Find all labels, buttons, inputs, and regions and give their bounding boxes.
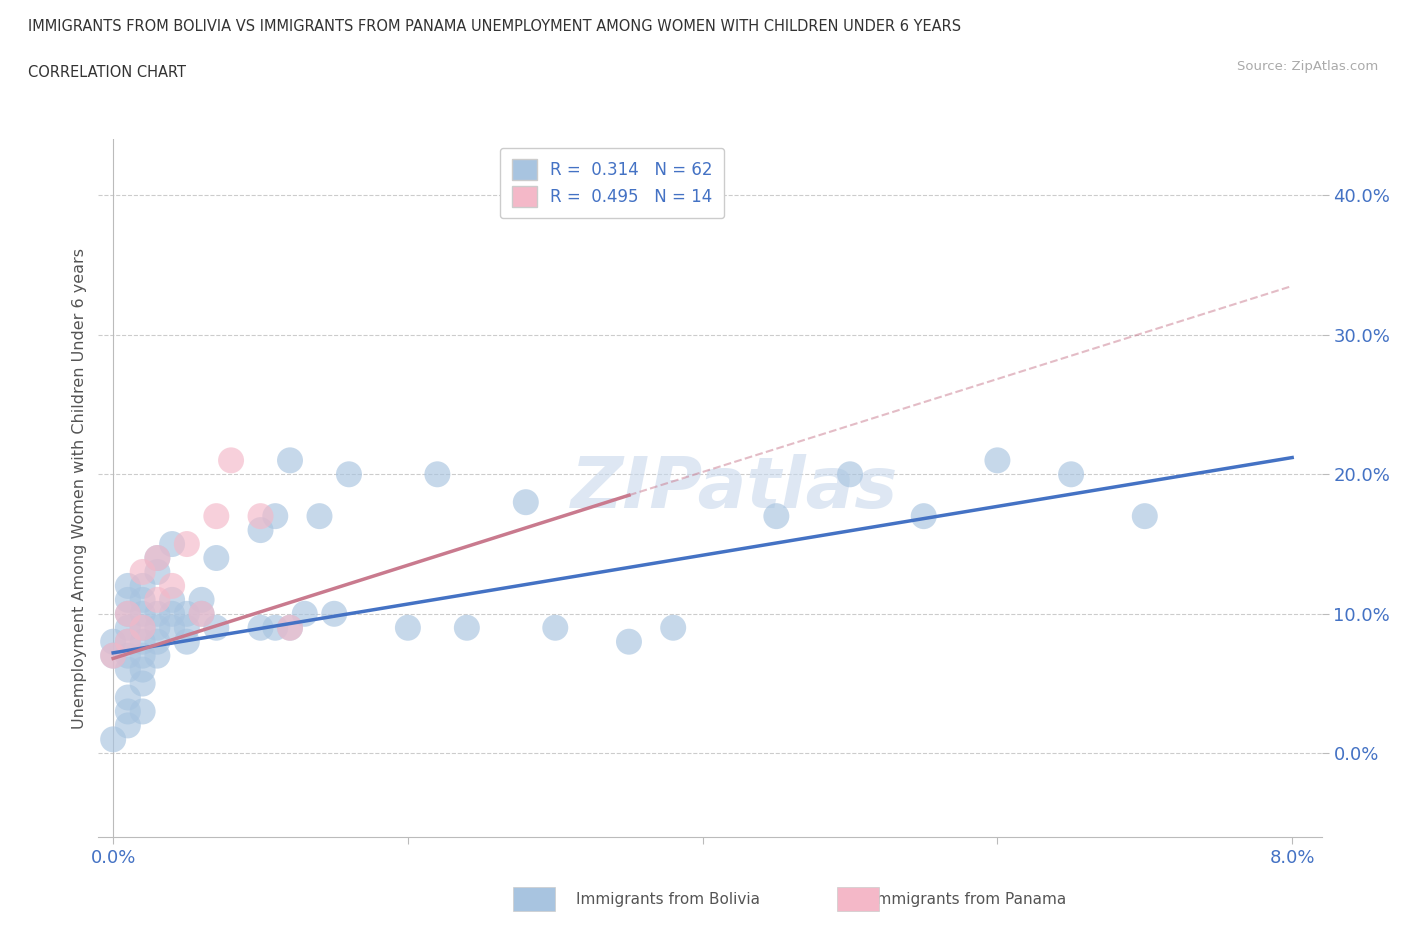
Point: [190, 592, 212, 607]
Point: [117, 704, 139, 719]
Point: [146, 565, 169, 579]
Point: [839, 467, 862, 482]
Point: [160, 537, 183, 551]
Point: [176, 606, 198, 621]
Point: [146, 620, 169, 635]
Point: [176, 620, 198, 635]
Point: [249, 620, 271, 635]
Y-axis label: Unemployment Among Women with Children Under 6 years: Unemployment Among Women with Children U…: [72, 247, 87, 729]
Point: [117, 606, 139, 621]
Point: [1060, 467, 1083, 482]
Point: [131, 620, 153, 635]
Point: [765, 509, 787, 524]
Point: [131, 565, 153, 579]
Point: [249, 509, 271, 524]
Point: [131, 606, 153, 621]
Point: [101, 634, 124, 649]
Point: [117, 718, 139, 733]
Point: [456, 620, 478, 635]
Text: IMMIGRANTS FROM BOLIVIA VS IMMIGRANTS FROM PANAMA UNEMPLOYMENT AMONG WOMEN WITH : IMMIGRANTS FROM BOLIVIA VS IMMIGRANTS FR…: [28, 19, 962, 33]
Point: [146, 648, 169, 663]
Point: [278, 620, 301, 635]
Point: [515, 495, 537, 510]
Legend: R =  0.314   N = 62, R =  0.495   N = 14: R = 0.314 N = 62, R = 0.495 N = 14: [501, 148, 724, 219]
Point: [131, 620, 153, 635]
Point: [912, 509, 935, 524]
Point: [323, 606, 346, 621]
Point: [131, 578, 153, 593]
Point: [205, 551, 228, 565]
Text: Source: ZipAtlas.com: Source: ZipAtlas.com: [1237, 60, 1378, 73]
Point: [117, 578, 139, 593]
Point: [117, 606, 139, 621]
Text: ZIPatlas: ZIPatlas: [571, 454, 898, 523]
Point: [117, 634, 139, 649]
Point: [294, 606, 316, 621]
Point: [264, 620, 287, 635]
Point: [544, 620, 567, 635]
Point: [117, 634, 139, 649]
Point: [146, 592, 169, 607]
Point: [1133, 509, 1156, 524]
Point: [190, 606, 212, 621]
Point: [160, 606, 183, 621]
Point: [131, 704, 153, 719]
Point: [117, 690, 139, 705]
Text: CORRELATION CHART: CORRELATION CHART: [28, 65, 186, 80]
Point: [160, 592, 183, 607]
Point: [160, 578, 183, 593]
Point: [205, 509, 228, 524]
Point: [176, 537, 198, 551]
Point: [101, 648, 124, 663]
Point: [131, 634, 153, 649]
Point: [278, 620, 301, 635]
Point: [617, 634, 640, 649]
Point: [249, 523, 271, 538]
Point: [131, 592, 153, 607]
Point: [117, 592, 139, 607]
Point: [131, 662, 153, 677]
Point: [205, 620, 228, 635]
Point: [662, 620, 685, 635]
Point: [101, 732, 124, 747]
Point: [131, 648, 153, 663]
Point: [264, 509, 287, 524]
Point: [278, 453, 301, 468]
Point: [131, 676, 153, 691]
Point: [117, 662, 139, 677]
Point: [146, 634, 169, 649]
Point: [190, 606, 212, 621]
Point: [986, 453, 1008, 468]
Point: [146, 551, 169, 565]
Point: [337, 467, 360, 482]
Point: [117, 620, 139, 635]
Point: [396, 620, 419, 635]
Point: [146, 606, 169, 621]
Point: [146, 551, 169, 565]
Text: Immigrants from Bolivia: Immigrants from Bolivia: [576, 892, 761, 907]
Point: [160, 620, 183, 635]
Point: [117, 648, 139, 663]
Point: [101, 648, 124, 663]
Point: [426, 467, 449, 482]
Point: [219, 453, 242, 468]
Point: [308, 509, 330, 524]
Text: Immigrants from Panama: Immigrants from Panama: [872, 892, 1066, 907]
Point: [176, 634, 198, 649]
